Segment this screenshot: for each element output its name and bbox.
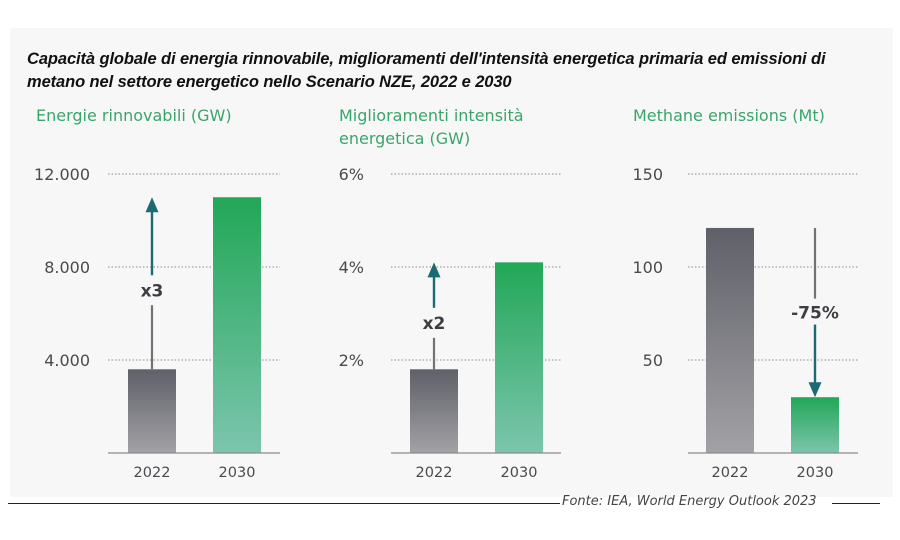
y-tick-label: 4.000 [44,351,90,370]
arrow-down-icon [808,382,822,398]
bar-2030 [213,197,261,453]
subtitle-methane: Methane emissions (Mt) [633,106,825,125]
bar-2030 [495,262,543,453]
growth-annotation: x2 [423,314,446,334]
bar-2022 [706,227,754,453]
y-tick-label: 2% [339,351,364,370]
x-tick-label: 2022 [134,465,171,481]
source-rule-right [832,503,880,504]
bar-2022 [128,369,176,453]
x-tick-label: 2022 [416,465,453,481]
bar-2030 [791,397,839,453]
y-tick-label: 150 [632,165,663,184]
subtitle-renewables: Energie rinnovabili (GW) [36,106,232,125]
bar-2022 [410,369,458,453]
x-tick-label: 2030 [219,465,256,481]
subtitle-energy-intensity: Miglioramenti intensità energetica (GW) [339,106,524,148]
y-tick-label: 4% [339,258,364,277]
growth-annotation: x3 [141,281,164,301]
arrow-up-icon [145,197,159,213]
y-tick-label: 6% [339,165,364,184]
source-note: Fonte: IEA, World Energy Outlook 2023 [562,494,817,509]
arrow-up-icon [427,262,441,278]
y-tick-label: 12.000 [34,165,90,184]
source-rule-left [8,503,560,504]
y-tick-label: 100 [632,258,663,277]
x-tick-label: 2022 [712,465,749,481]
reduction-annotation: -75% [791,304,839,324]
figure-title: Capacità globale di energia rinnovabile,… [27,50,826,91]
y-tick-label: 50 [643,351,663,370]
y-tick-label: 8.000 [44,258,90,277]
x-tick-label: 2030 [501,465,538,481]
x-tick-label: 2030 [797,465,834,481]
